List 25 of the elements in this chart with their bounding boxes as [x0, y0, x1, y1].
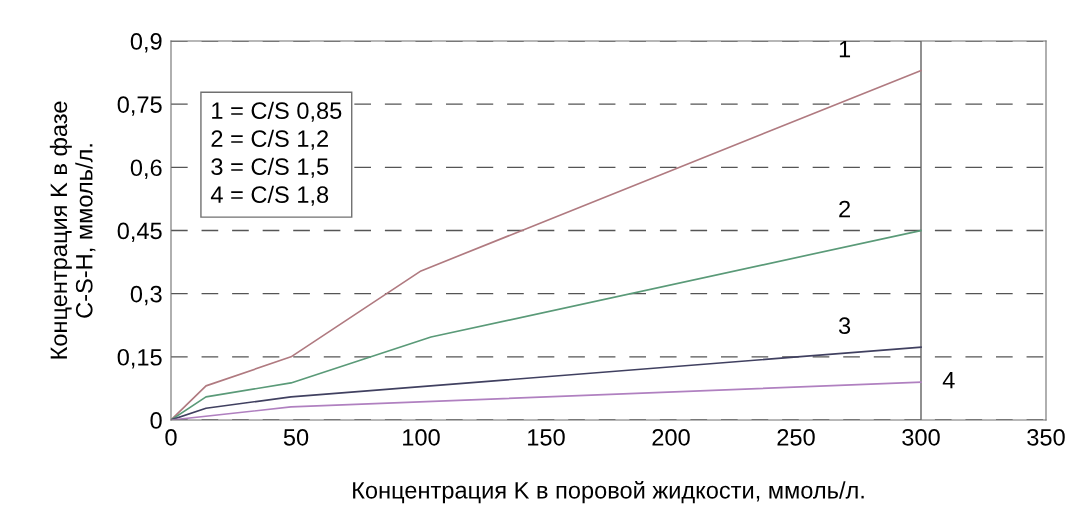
- line-series: [171, 69, 922, 420]
- y-axis-title: Концентрация K в фазе C-S-H, ммоль/л.: [49, 101, 96, 359]
- annotation: 1 = C/S 0,85 2 = C/S 1,2 3 = C/S 1,5 4 = C/S 1,8: [210, 101, 342, 206]
- x-tick-label: 100: [403, 428, 440, 446]
- x-tick-label: 250: [777, 428, 815, 446]
- y-tick-label: 0,15: [117, 348, 162, 369]
- x-tick-label: 0: [165, 428, 177, 446]
- y-tick-label: 0,45: [117, 222, 162, 243]
- y-tick-label: 0,3: [130, 285, 162, 306]
- y-tick-label: 0,6: [130, 159, 162, 179]
- series-label: 2: [839, 200, 850, 218]
- x-tick-label: 150: [528, 428, 565, 446]
- x-tick-label: 300: [902, 428, 940, 446]
- series-label: 1: [839, 40, 851, 58]
- x-tick-label: 50: [283, 428, 309, 446]
- y-tick-label: 0: [150, 412, 162, 429]
- line-series: [171, 229, 922, 420]
- series-label: 3: [838, 317, 851, 335]
- x-tick-label: 350: [1027, 428, 1065, 446]
- series-label: 4: [942, 371, 955, 389]
- y-tick-label: 0,75: [117, 96, 162, 116]
- x-axis-title: Концентрация K в поровой жидкости, ммоль/л.: [353, 480, 864, 504]
- x-tick-label: 200: [652, 428, 690, 446]
- y-tick-label: 0,9: [130, 33, 162, 53]
- line-series: [171, 346, 922, 420]
